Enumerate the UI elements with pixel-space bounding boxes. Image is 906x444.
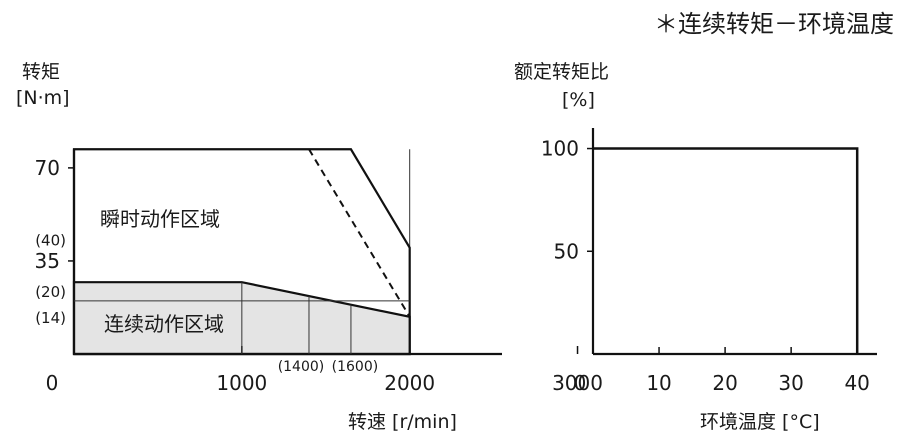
x-tick-label: 0: [46, 371, 59, 395]
left-ylabel-line1: 转矩: [22, 61, 60, 83]
derating-series-line: [593, 147, 859, 354]
y-tick-label: 70: [35, 156, 60, 180]
region-label-continuous: 连续动作区域: [104, 312, 224, 336]
x-tick-label-small: (1600): [332, 359, 379, 375]
region-label-instant: 瞬时动作区域: [100, 207, 220, 231]
left-xlabel: 转速 [r/min]: [348, 411, 457, 433]
y-tick-label: 100: [541, 137, 579, 161]
torque-speed-chart: 0 1000 2000 3000(1400) (1600) 3570(40)(20)(1…: [16, 61, 603, 433]
x-tick-label: 2000: [384, 371, 435, 395]
y-tick-label: 35: [35, 249, 60, 273]
x-tick-label: 1000: [216, 371, 267, 395]
y-tick-label: 50: [554, 239, 579, 263]
left-x-axis: 0 1000 2000 3000 (1400) (1600): [46, 346, 603, 395]
y-tick-label-small: (14): [35, 309, 66, 327]
right-y-axis: 50 100: [541, 128, 595, 354]
right-xlabel: 环境温度 [°C]: [700, 411, 820, 433]
right-x-axis: 0 10 20 30 40: [574, 347, 877, 395]
right-ylabel-line2: [%]: [562, 89, 595, 111]
left-y-axis: 35 70 (40) (20) (14): [35, 149, 76, 354]
x-tick-label: 10: [646, 371, 671, 395]
right-ylabel-line1: 额定转矩比: [514, 61, 609, 83]
left-ylabel-line2: [N·m]: [16, 87, 70, 109]
y-tick-label-small: (40): [35, 232, 66, 250]
y-tick-label-small: (20): [35, 283, 66, 301]
x-tick-label: 30: [778, 371, 803, 395]
x-tick-label-small: (1400): [278, 359, 325, 375]
dashed-limit-line: [308, 148, 411, 318]
x-tick-label: 0: [574, 371, 587, 395]
x-tick-label: 20: [712, 371, 737, 395]
derating-chart: 0 10 20 30 40 50 100 额定转矩比 [%] 环境温度 [°C]: [514, 61, 877, 433]
x-tick-label: 3000: [552, 371, 603, 395]
x-tick-label: 40: [844, 371, 869, 395]
chart-title: ＊连续转矩－环境温度: [654, 10, 894, 38]
